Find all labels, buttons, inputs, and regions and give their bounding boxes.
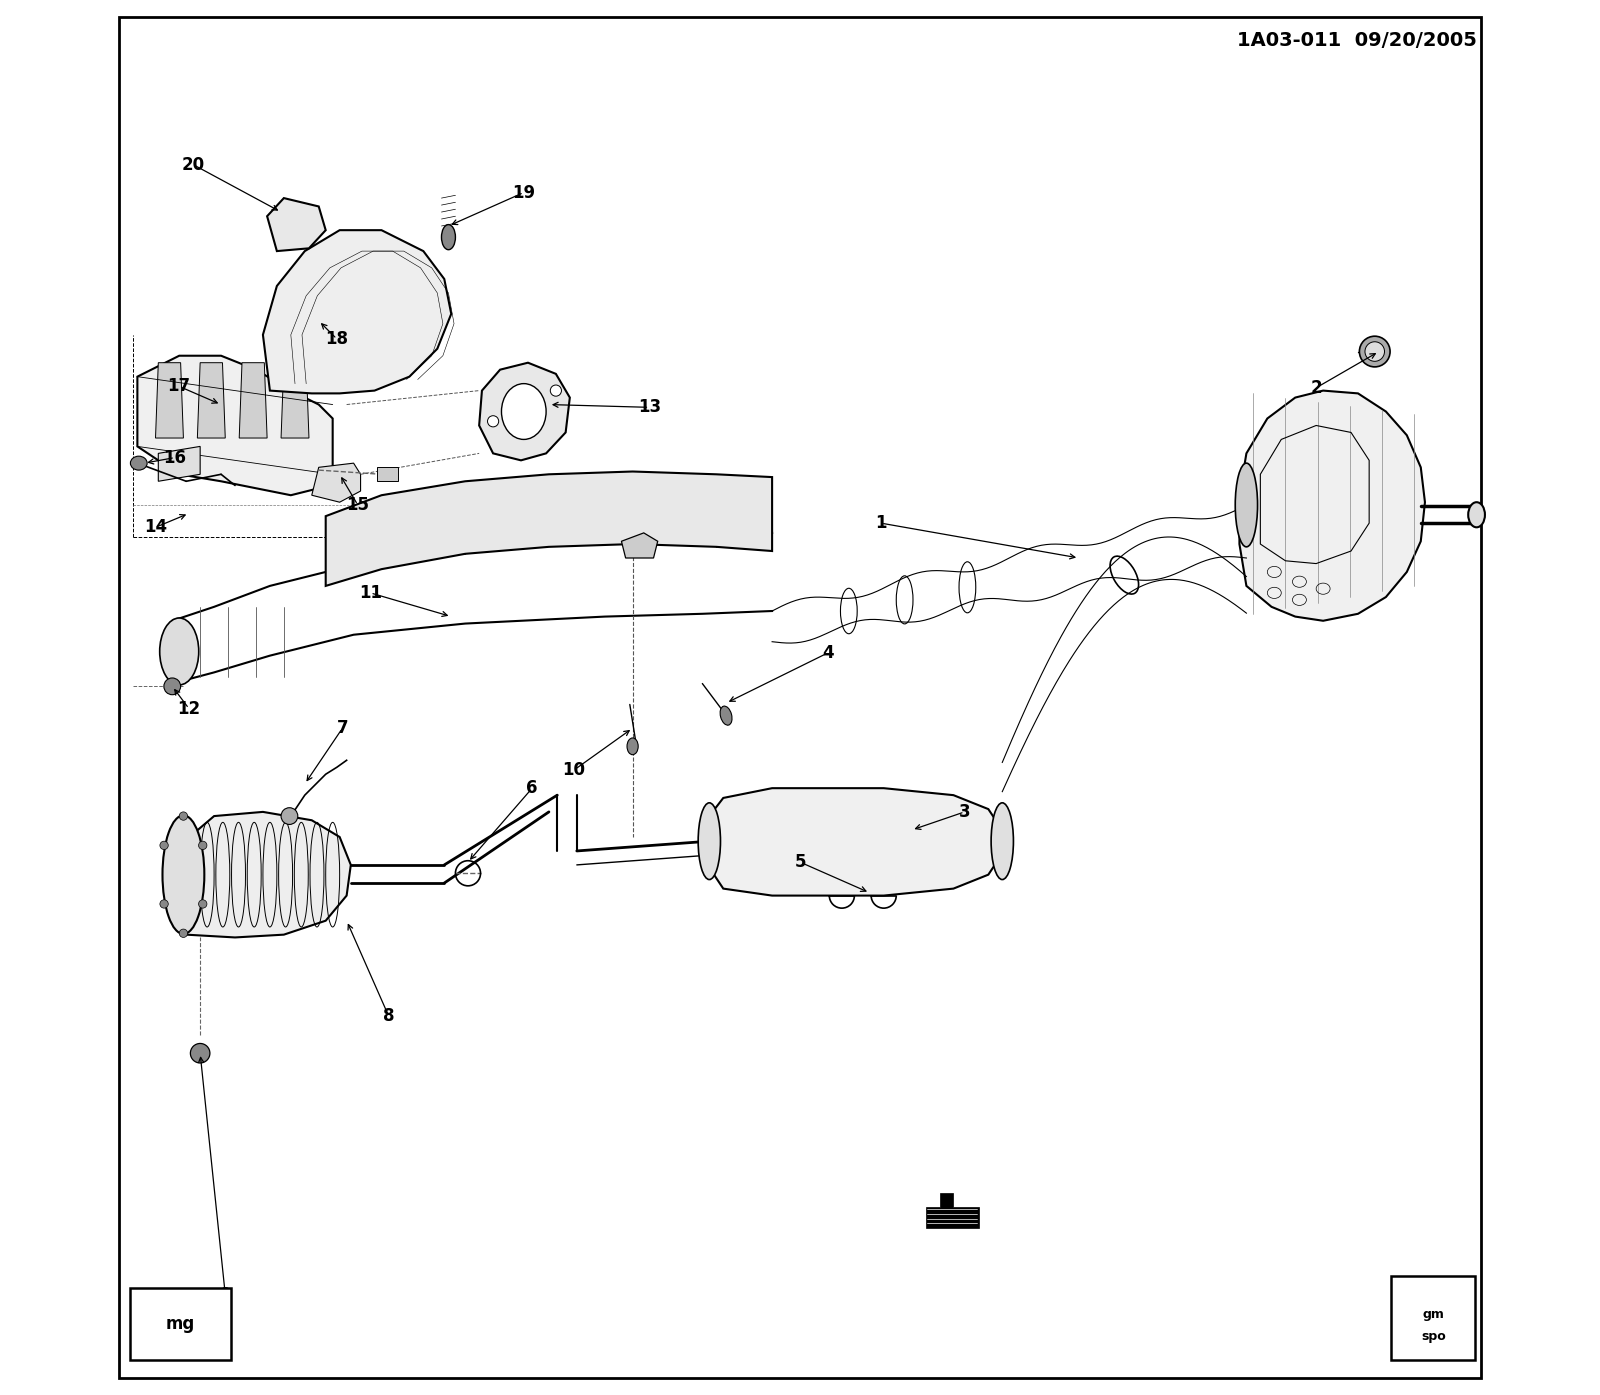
Text: 14: 14 xyxy=(144,519,166,536)
Ellipse shape xyxy=(131,456,147,470)
Polygon shape xyxy=(138,356,333,495)
Polygon shape xyxy=(267,198,326,251)
Text: 2: 2 xyxy=(1310,379,1322,396)
Text: 20: 20 xyxy=(182,156,205,173)
Ellipse shape xyxy=(282,808,298,824)
Ellipse shape xyxy=(501,384,546,439)
Ellipse shape xyxy=(1360,336,1390,367)
Ellipse shape xyxy=(990,804,1013,879)
Text: 18: 18 xyxy=(325,331,349,347)
Text: 17: 17 xyxy=(168,378,190,395)
Ellipse shape xyxy=(179,929,187,937)
Polygon shape xyxy=(621,533,658,558)
Text: 1: 1 xyxy=(875,515,886,531)
Ellipse shape xyxy=(190,1043,210,1063)
Text: spo: spo xyxy=(1421,1329,1446,1343)
Ellipse shape xyxy=(550,385,562,396)
Text: 6: 6 xyxy=(526,780,538,797)
Polygon shape xyxy=(240,363,267,438)
Text: 15: 15 xyxy=(346,497,370,513)
Ellipse shape xyxy=(160,618,198,685)
Ellipse shape xyxy=(1365,342,1384,361)
Bar xyxy=(131,1288,230,1360)
Text: 12: 12 xyxy=(178,700,200,717)
Polygon shape xyxy=(925,1193,979,1228)
Text: 7: 7 xyxy=(336,720,349,737)
Ellipse shape xyxy=(442,225,456,250)
Text: 4: 4 xyxy=(822,644,834,661)
Text: 5: 5 xyxy=(794,854,806,870)
Text: 1A03-011  09/20/2005: 1A03-011 09/20/2005 xyxy=(1237,31,1477,50)
Bar xyxy=(1392,1276,1475,1360)
Polygon shape xyxy=(179,812,350,937)
Polygon shape xyxy=(709,788,1002,896)
Ellipse shape xyxy=(163,678,181,695)
Text: 11: 11 xyxy=(358,585,382,601)
Polygon shape xyxy=(155,363,184,438)
Ellipse shape xyxy=(160,900,168,908)
Ellipse shape xyxy=(198,900,206,908)
Text: 19: 19 xyxy=(512,184,536,201)
Polygon shape xyxy=(262,230,451,393)
Polygon shape xyxy=(197,363,226,438)
Ellipse shape xyxy=(627,738,638,755)
Text: 9: 9 xyxy=(219,1286,230,1303)
Polygon shape xyxy=(312,463,360,502)
Ellipse shape xyxy=(698,804,720,879)
Text: 3: 3 xyxy=(958,804,971,820)
Text: 13: 13 xyxy=(638,399,661,416)
Text: gm: gm xyxy=(1422,1307,1445,1321)
Ellipse shape xyxy=(1469,502,1485,527)
Ellipse shape xyxy=(720,706,733,725)
Ellipse shape xyxy=(163,815,205,935)
Ellipse shape xyxy=(179,812,187,820)
Polygon shape xyxy=(326,472,773,586)
Polygon shape xyxy=(158,446,200,481)
Polygon shape xyxy=(282,363,309,438)
Text: mg: mg xyxy=(166,1315,195,1332)
Text: 8: 8 xyxy=(382,1007,394,1024)
Ellipse shape xyxy=(1235,463,1258,547)
Polygon shape xyxy=(478,363,570,460)
Polygon shape xyxy=(378,467,398,481)
Text: 10: 10 xyxy=(563,762,586,778)
Ellipse shape xyxy=(488,416,499,427)
Text: 16: 16 xyxy=(163,449,187,466)
Polygon shape xyxy=(1240,391,1426,621)
Ellipse shape xyxy=(160,841,168,850)
Ellipse shape xyxy=(198,841,206,850)
